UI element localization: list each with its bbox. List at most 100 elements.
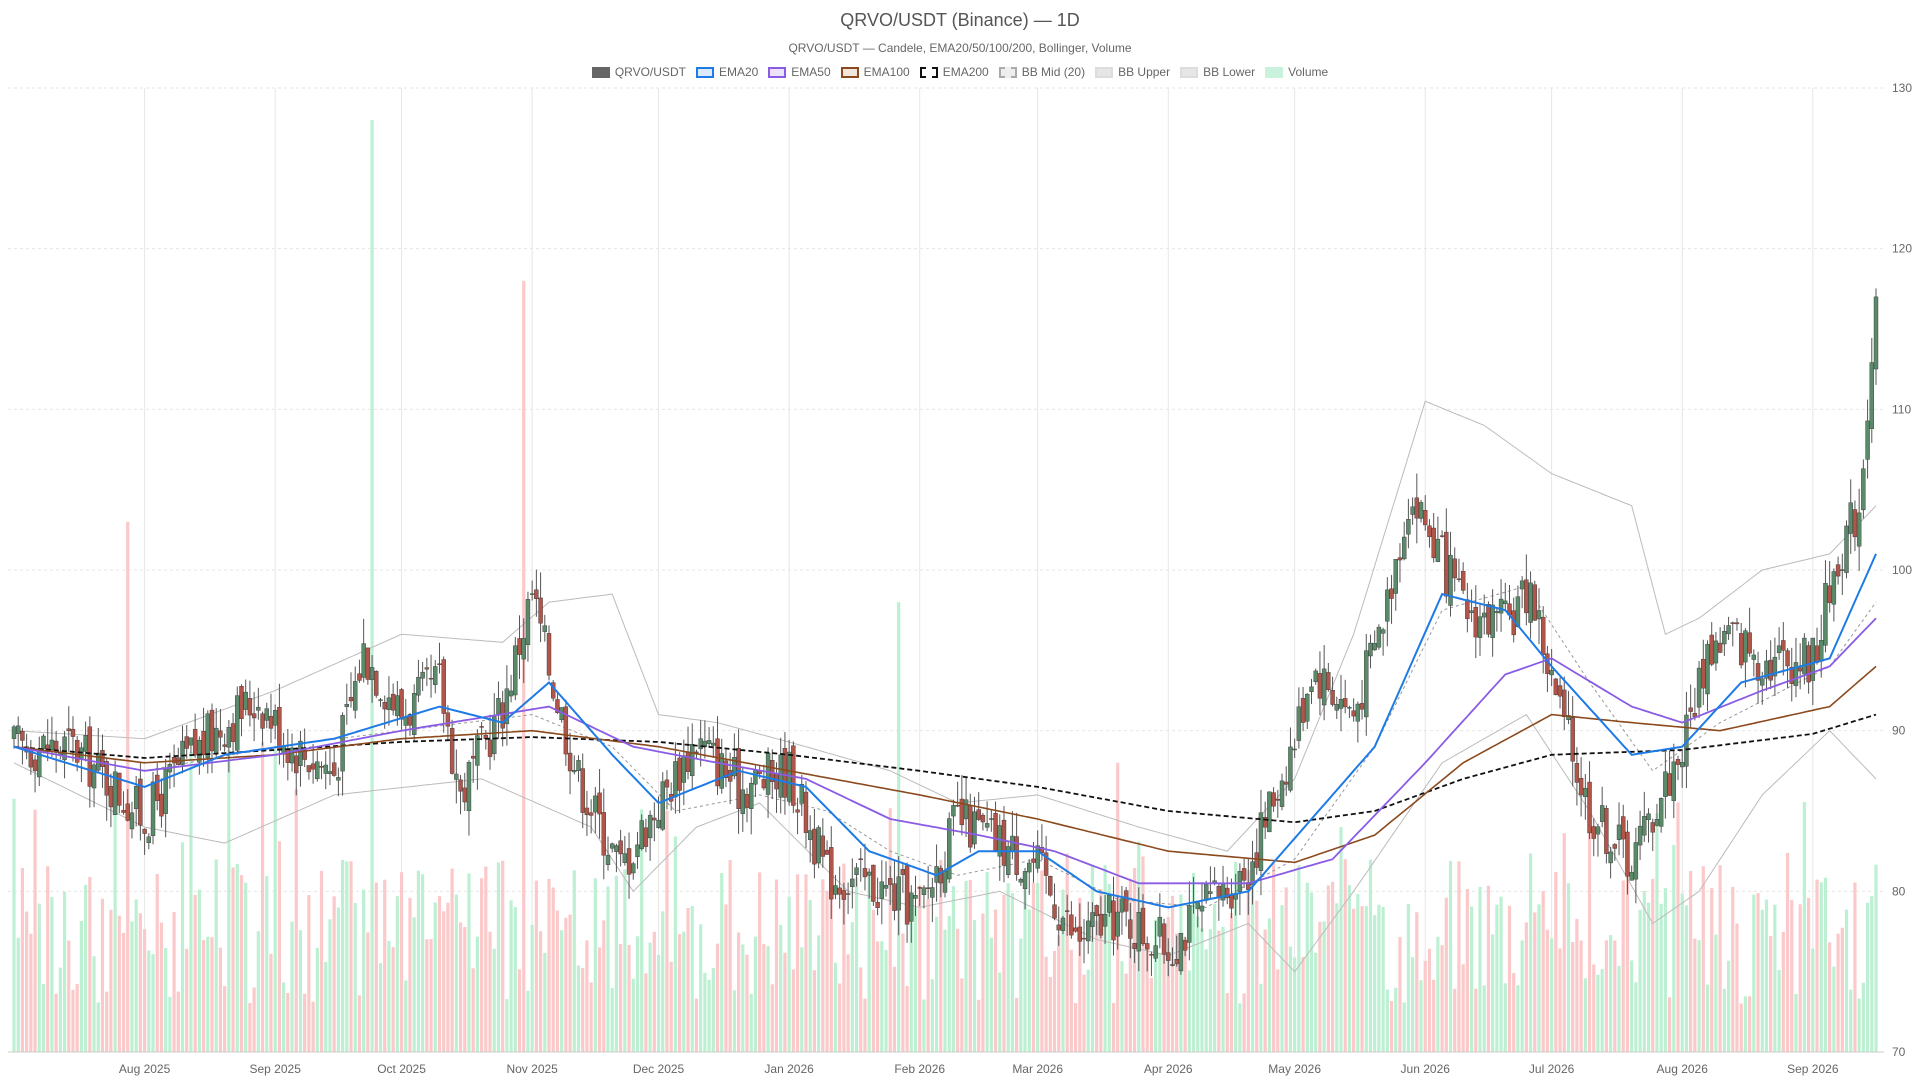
legend-item[interactable]: BB Upper [1095, 64, 1170, 80]
candle-body [192, 728, 198, 756]
volume-bar [260, 742, 265, 1052]
candle-body [487, 739, 493, 757]
volume-bar [117, 915, 121, 1052]
candle-body [433, 666, 438, 685]
candle-body [904, 865, 910, 925]
volume-bar [1684, 905, 1689, 1052]
candle-body [327, 771, 333, 775]
volume-bar [1398, 936, 1402, 1052]
candle-body [1284, 781, 1289, 785]
volume-bar [1027, 909, 1031, 1052]
legend-item[interactable]: EMA100 [840, 64, 910, 80]
legend-item[interactable]: EMA200 [919, 64, 989, 80]
volume-bar [1427, 948, 1432, 1052]
candle-body [854, 867, 859, 875]
legend-swatch [1180, 66, 1199, 78]
candle-body [272, 710, 278, 726]
volume-bar [484, 866, 488, 1052]
volume-bar [652, 931, 656, 1052]
volume-bar [75, 983, 79, 1052]
volume-bar [1583, 978, 1587, 1052]
candle-body [382, 702, 387, 710]
volume-bar [905, 986, 909, 1052]
bb-lower-line [13, 713, 1877, 973]
volume-bar [197, 889, 201, 1052]
volume-bar [888, 808, 892, 1052]
candle-body [601, 812, 606, 856]
legend-swatch [998, 66, 1017, 78]
candle-body [770, 760, 775, 782]
volume-bar [1124, 973, 1128, 1052]
candle-body [180, 740, 185, 765]
volume-bar [16, 937, 20, 1052]
legend-item[interactable]: EMA20 [695, 64, 758, 80]
volume-bar [1874, 864, 1878, 1052]
candle-body [761, 779, 767, 789]
ema100-line [13, 665, 1877, 864]
candle-body [138, 778, 143, 826]
legend-item[interactable]: EMA50 [768, 64, 831, 80]
volume-bar [239, 875, 244, 1052]
candle-body [1410, 506, 1415, 515]
legend-label: Volume [1288, 65, 1329, 79]
volume-bar [951, 886, 956, 1052]
candle-body [1081, 937, 1087, 940]
volume-bar [690, 905, 694, 1052]
legend-item[interactable]: BB Mid (20) [998, 64, 1085, 80]
volume-bar [829, 888, 833, 1052]
volume-bar [1554, 871, 1558, 1052]
volume-bar [1587, 824, 1592, 1052]
volume-bar [1339, 827, 1343, 1052]
volume-bar [1293, 957, 1297, 1052]
candle-body [1435, 538, 1441, 562]
candle-body [1035, 845, 1040, 869]
volume-bar [1482, 985, 1486, 1052]
candle-body [1300, 698, 1306, 723]
candle-body [664, 779, 670, 788]
volume-bar [1204, 949, 1208, 1052]
candle-body [1439, 535, 1445, 537]
volume-bar [1630, 960, 1634, 1052]
candle-body [584, 807, 590, 816]
volume-bar [981, 913, 985, 1052]
candle-body [647, 814, 653, 839]
candle-body [369, 667, 375, 681]
volume-bar [1520, 940, 1524, 1052]
volume-bar [450, 868, 454, 1052]
candle-body [146, 836, 152, 844]
volume-bar [1667, 997, 1672, 1052]
volume-bar [787, 896, 791, 1052]
candle-body [155, 774, 160, 802]
candle-body [1338, 698, 1344, 709]
volume-bar [699, 924, 703, 1052]
legend-item[interactable]: QRVO/USDT [591, 64, 686, 80]
candle-body [129, 812, 135, 830]
volume-bar [1760, 909, 1764, 1052]
candle-body [1321, 668, 1327, 706]
candle-body [1477, 616, 1483, 638]
candle-body [626, 848, 632, 875]
legend-item[interactable]: BB Lower [1180, 64, 1255, 80]
candle-body [1524, 579, 1529, 614]
candle-body [449, 728, 455, 774]
volume-bar [1040, 870, 1044, 1052]
volume-bar [1541, 891, 1545, 1052]
volume-bar [218, 947, 223, 1052]
volume-bar [244, 882, 248, 1052]
candle-body [588, 812, 594, 816]
candle-body [1608, 851, 1613, 864]
volume-bar [686, 908, 690, 1052]
legend-item[interactable]: Volume [1265, 64, 1328, 80]
candle-body [1229, 895, 1234, 909]
volume-bar [812, 970, 817, 1052]
candle-body [163, 769, 168, 814]
volume-bar [665, 810, 669, 1052]
volume-bar [168, 996, 172, 1052]
candle-body [1258, 812, 1264, 871]
candle-body [264, 708, 269, 721]
candle-body [1840, 569, 1845, 571]
candle-body [1048, 876, 1053, 896]
legend-label: EMA50 [791, 65, 831, 79]
volume-bar [12, 798, 16, 1052]
candle-body [1658, 798, 1664, 827]
